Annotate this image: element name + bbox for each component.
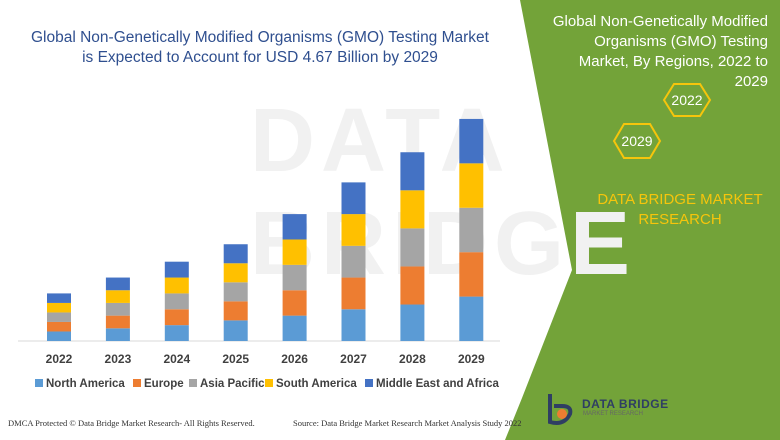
- footer-source: Source: Data Bridge Market Research Mark…: [293, 418, 522, 428]
- logo-tagline: MARKET RESEARCH: [583, 411, 643, 417]
- bar-2028-series-4: [400, 152, 425, 191]
- bar-2022-series-4: [47, 293, 71, 303]
- panel-title: Global Non-Genetically Modified Organism…: [552, 13, 768, 90]
- x-tick-label: 2023: [105, 352, 132, 366]
- hexagon-2029: [612, 123, 662, 159]
- bar-2029-series-1: [459, 252, 484, 297]
- logo-icon: [548, 394, 573, 425]
- bar-2022-series-0: [47, 331, 71, 341]
- x-tick-label: 2029: [458, 352, 485, 366]
- bar-2029-series-4: [459, 118, 484, 164]
- chart-title: Global Non-Genetically Modified Organism…: [31, 29, 489, 66]
- bar-2024-series-4: [164, 261, 189, 278]
- x-tick-label: 2025: [222, 352, 249, 366]
- bar-2029-series-0: [459, 296, 484, 341]
- hexagon-2022: [662, 83, 712, 117]
- footer-copyright: DMCA Protected © Data Bridge Market Rese…: [8, 418, 255, 428]
- bar-2022-series-3: [47, 302, 71, 313]
- legend-swatch: [189, 379, 197, 387]
- bar-2022-series-1: [47, 321, 71, 332]
- bar-2028-series-3: [400, 190, 425, 229]
- bar-2025-series-3: [223, 263, 248, 283]
- bar-2023-series-0: [105, 328, 130, 341]
- badge-2022-label: 2022: [671, 92, 702, 108]
- bar-2023-series-4: [105, 277, 130, 291]
- legend-swatch: [133, 379, 141, 387]
- bar-2028-series-0: [400, 304, 425, 341]
- bar-2027-series-4: [341, 182, 366, 215]
- bar-2026-series-4: [282, 214, 307, 240]
- bar-2026-series-1: [282, 290, 307, 316]
- x-tick-label: 2028: [399, 352, 426, 366]
- brand-name: DATA BRIDGE MARKET RESEARCH: [597, 191, 763, 228]
- bar-2028-series-1: [400, 266, 425, 305]
- bar-2027-series-1: [341, 277, 366, 310]
- bar-2025-series-2: [223, 282, 248, 302]
- bar-2025-series-1: [223, 301, 248, 321]
- green-panel-shape: [505, 0, 780, 440]
- bar-2029-series-2: [459, 207, 484, 253]
- bar-2027-series-0: [341, 309, 366, 341]
- legend-swatch: [365, 379, 373, 387]
- bar-2026-series-2: [282, 264, 307, 291]
- bar-2024-series-1: [164, 309, 189, 326]
- bar-2025-series-0: [223, 320, 248, 341]
- legend-label: Asia Pacific: [200, 378, 265, 390]
- legend-label: North America: [46, 378, 125, 390]
- x-tick-label: 2022: [46, 352, 73, 366]
- bar-2026-series-3: [282, 239, 307, 265]
- legend-label: Middle East and Africa: [376, 378, 500, 390]
- badge-2029-label: 2029: [621, 133, 652, 149]
- x-tick-label: 2024: [163, 352, 190, 366]
- bar-2023-series-3: [105, 290, 130, 303]
- legend-label: Europe: [144, 378, 184, 390]
- bar-2027-series-3: [341, 214, 366, 246]
- bar-2024-series-0: [164, 325, 189, 341]
- legend-label: South America: [276, 378, 357, 390]
- logo-name: DATA BRIDGE: [582, 397, 669, 411]
- bar-2023-series-2: [105, 302, 130, 316]
- legend-swatch: [265, 379, 273, 387]
- x-tick-label: 2027: [340, 352, 367, 366]
- bar-2024-series-3: [164, 277, 189, 294]
- bar-2022-series-2: [47, 312, 71, 322]
- legend-swatch: [35, 379, 43, 387]
- x-tick-label: 2026: [281, 352, 308, 366]
- bar-2023-series-1: [105, 315, 130, 329]
- bar-2028-series-2: [400, 228, 425, 267]
- bar-2025-series-4: [223, 244, 248, 264]
- bar-2024-series-2: [164, 293, 189, 310]
- bar-2029-series-3: [459, 163, 484, 208]
- bar-2027-series-2: [341, 245, 366, 278]
- bar-2026-series-0: [282, 315, 307, 341]
